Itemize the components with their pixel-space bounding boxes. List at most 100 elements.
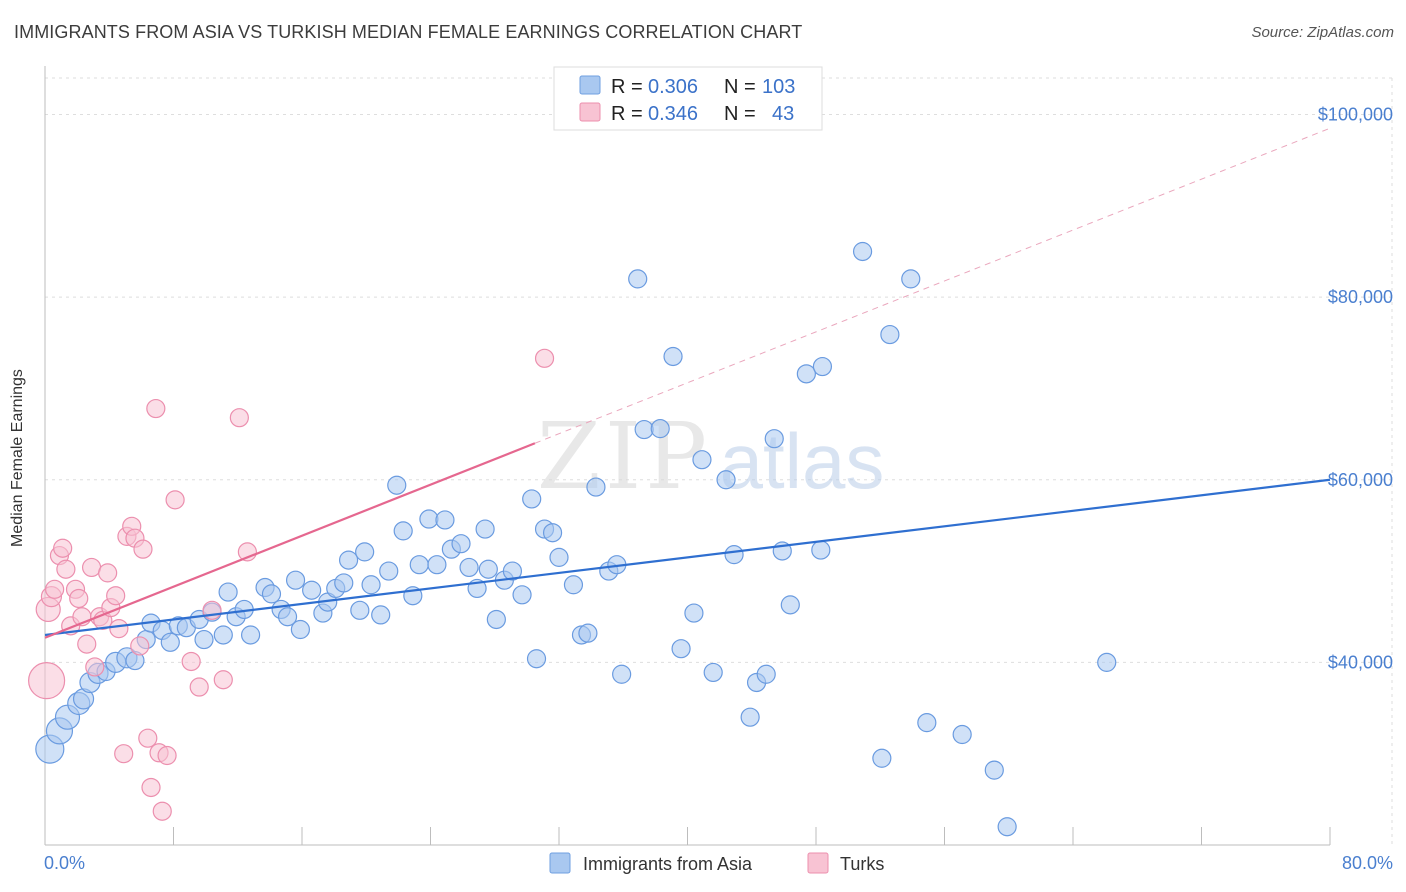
point-asia-51 bbox=[459, 557, 479, 578]
legend-swatch-turks bbox=[579, 102, 601, 122]
point-asia-18 bbox=[194, 629, 214, 650]
point-asia-59 bbox=[522, 489, 542, 509]
point-asia-75 bbox=[671, 639, 691, 659]
point-asia-36 bbox=[338, 550, 359, 570]
point-asia-76 bbox=[684, 603, 704, 623]
point-turks-28 bbox=[146, 398, 166, 419]
point-asia-95 bbox=[952, 724, 972, 745]
point-asia-41 bbox=[379, 561, 399, 581]
legend-r-label-turks: R = bbox=[611, 103, 643, 125]
trend-lines bbox=[44, 127, 1331, 639]
legend-swatch-asia bbox=[579, 75, 601, 95]
point-asia-24 bbox=[241, 625, 261, 645]
point-turks-6 bbox=[56, 559, 76, 579]
point-turks-27 bbox=[141, 777, 161, 798]
series-turks-points bbox=[28, 348, 555, 821]
point-turks-20 bbox=[114, 744, 134, 764]
bottom-legend-swatch-turks bbox=[807, 852, 829, 874]
point-turks-39 bbox=[534, 348, 555, 368]
point-asia-73 bbox=[650, 419, 670, 439]
point-asia-40 bbox=[371, 605, 391, 625]
point-asia-28 bbox=[277, 607, 298, 627]
point-turks-13 bbox=[85, 657, 105, 677]
point-turks-30 bbox=[152, 801, 172, 821]
point-asia-89 bbox=[812, 356, 833, 377]
point-asia-97 bbox=[997, 817, 1017, 837]
point-asia-70 bbox=[612, 664, 632, 684]
point-asia-35 bbox=[334, 573, 354, 593]
point-asia-78 bbox=[703, 662, 723, 683]
point-asia-39 bbox=[361, 575, 381, 595]
chart-title: IMMIGRANTS FROM ASIA VS TURKISH MEDIAN F… bbox=[14, 22, 803, 42]
point-asia-93 bbox=[901, 269, 921, 289]
point-asia-62 bbox=[542, 523, 563, 543]
point-asia-21 bbox=[218, 582, 238, 602]
point-asia-84 bbox=[764, 429, 784, 449]
watermark-atlas: atlas bbox=[720, 417, 885, 505]
point-asia-79 bbox=[716, 470, 736, 490]
point-asia-42 bbox=[387, 475, 407, 495]
bottom-legend-swatch-asia bbox=[549, 852, 571, 874]
point-asia-71 bbox=[628, 269, 648, 289]
bottom-legend-label-asia: Immigrants from Asia bbox=[583, 854, 753, 874]
point-turks-0 bbox=[28, 662, 66, 700]
trend-line-turks-extension bbox=[534, 127, 1331, 444]
y-tick-label-3: $100,000 bbox=[1318, 105, 1393, 125]
bottom-legend-label-turks: Turks bbox=[840, 854, 884, 874]
point-turks-24 bbox=[130, 636, 150, 656]
point-asia-66 bbox=[578, 623, 598, 643]
point-asia-55 bbox=[486, 609, 506, 630]
point-asia-83 bbox=[756, 664, 776, 684]
point-asia-14 bbox=[160, 632, 180, 652]
legend-r-label-asia: R = bbox=[611, 76, 643, 98]
point-asia-50 bbox=[451, 534, 471, 554]
point-asia-80 bbox=[724, 545, 744, 565]
point-asia-96 bbox=[984, 760, 1004, 780]
point-asia-37 bbox=[350, 600, 370, 620]
legend-box: R = 0.306 N = 103 R = 0.346 N = 43 bbox=[553, 66, 823, 131]
point-asia-87 bbox=[796, 364, 816, 384]
point-turks-18 bbox=[106, 586, 126, 606]
legend-n-value-asia: 103 bbox=[762, 76, 795, 98]
legend-n-label-asia: N = bbox=[724, 76, 756, 98]
point-turks-34 bbox=[189, 677, 209, 697]
point-asia-67 bbox=[586, 477, 606, 497]
point-asia-54 bbox=[478, 559, 498, 579]
grid bbox=[45, 77, 1393, 845]
source-label: Source: ZipAtlas.com bbox=[1251, 24, 1394, 41]
bottom-legend: Immigrants from Asia Turks bbox=[549, 852, 884, 874]
point-turks-32 bbox=[165, 490, 185, 510]
point-asia-74 bbox=[663, 346, 683, 367]
point-turks-33 bbox=[181, 651, 201, 672]
axes bbox=[44, 66, 1331, 846]
point-asia-81 bbox=[740, 707, 760, 727]
point-asia-45 bbox=[409, 555, 429, 575]
point-asia-53 bbox=[475, 519, 495, 539]
point-asia-26 bbox=[261, 584, 282, 604]
point-turks-37 bbox=[229, 408, 249, 428]
x-tick-label-min: 0.0% bbox=[44, 853, 85, 873]
y-tick-labels: $40,000 $60,000 $80,000 $100,000 bbox=[1318, 105, 1393, 673]
legend-r-value-turks: 0.346 bbox=[648, 103, 698, 125]
point-turks-9 bbox=[69, 588, 89, 609]
point-asia-29 bbox=[285, 570, 306, 590]
point-turks-12 bbox=[81, 557, 102, 578]
point-turks-16 bbox=[98, 563, 118, 583]
point-asia-38 bbox=[355, 542, 375, 562]
point-asia-46 bbox=[419, 509, 439, 529]
watermark-zip: ZIP bbox=[537, 403, 711, 510]
y-tick-label-2: $80,000 bbox=[1328, 287, 1393, 307]
point-turks-19 bbox=[109, 618, 129, 639]
point-turks-31 bbox=[157, 745, 177, 766]
point-asia-92 bbox=[880, 324, 900, 345]
y-tick-label-0: $40,000 bbox=[1328, 652, 1393, 672]
point-asia-31 bbox=[302, 580, 322, 600]
point-asia-48 bbox=[435, 510, 455, 530]
point-asia-77 bbox=[692, 450, 712, 470]
point-asia-20 bbox=[213, 625, 233, 645]
point-asia-63 bbox=[549, 547, 569, 567]
trend-line-turks bbox=[44, 442, 536, 639]
y-tick-label-1: $60,000 bbox=[1328, 470, 1393, 490]
legend-r-value-asia: 0.306 bbox=[648, 76, 698, 98]
